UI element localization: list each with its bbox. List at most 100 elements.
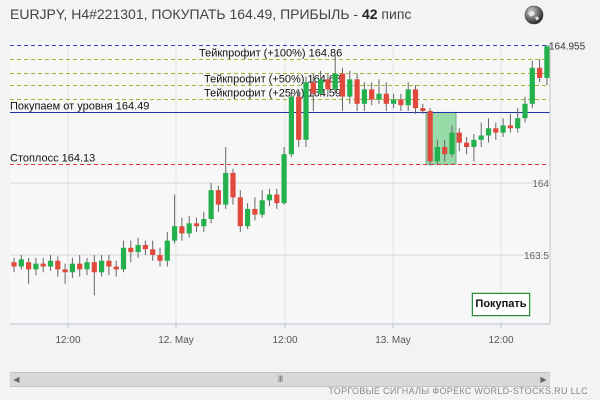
level-label-entry: Покупаем от уровня 164.49 [10, 101, 149, 113]
candle-up [33, 263, 39, 270]
candle-down [106, 260, 112, 267]
footer-credit: ТОРГОВЫЕ СИГНАЛЫ ФОРЕКС WORLD-STOCKS.RU … [328, 386, 588, 396]
candle-up [376, 93, 382, 100]
candle-up [47, 260, 54, 267]
candle-up [245, 208, 251, 227]
candle-up [361, 89, 367, 104]
chart-grid [10, 42, 550, 324]
candle-down [427, 111, 433, 162]
candle-up [259, 200, 265, 215]
candle-down [398, 99, 404, 106]
candle-down [62, 269, 68, 273]
candle-up [99, 260, 105, 273]
candle-down [464, 142, 470, 147]
candle-down [26, 262, 32, 270]
candle-down [493, 128, 499, 133]
candle-up [18, 259, 24, 267]
last-price-label: 164.955 [549, 41, 586, 52]
candle-down [11, 262, 17, 267]
candle-down [383, 93, 389, 104]
candle-up [135, 244, 141, 253]
header-prefix: EURJPY, H4#221301, ПОКУПАТЬ 164.49, ПРИБ… [10, 6, 362, 22]
candle-up [172, 226, 178, 241]
candle-up [500, 125, 506, 133]
candle-up [201, 219, 207, 227]
candle-up [434, 147, 440, 162]
candle-down [354, 79, 360, 104]
candle-up [471, 139, 477, 147]
candle-down [296, 96, 302, 140]
x-tick-label: 12:00 [55, 335, 80, 346]
candle-down [442, 147, 448, 155]
candle-up [529, 67, 535, 104]
x-tick-label: 13. May [375, 335, 411, 346]
candle-down [339, 73, 346, 97]
candle-up [69, 263, 75, 273]
candle-down [91, 262, 97, 273]
buy-button[interactable]: Покупать [472, 293, 530, 316]
candle-up [120, 247, 127, 270]
candle-down [179, 226, 185, 234]
candle-down [456, 132, 462, 143]
candle-up [84, 262, 90, 270]
candles [11, 44, 550, 296]
horizontal-scrollbar[interactable]: ◀ III ▶ [10, 372, 550, 387]
candle-down [507, 125, 513, 129]
candle-down [412, 89, 419, 109]
x-tick-label: 12. May [158, 335, 194, 346]
candle-down [420, 108, 426, 111]
level-label-tp100: Тейкпрофит (+100%) 164.86 [199, 48, 342, 60]
candle-down [369, 89, 375, 100]
arrow-right-icon[interactable]: ▶ [540, 375, 547, 384]
header-suffix: пипс [377, 6, 412, 22]
candle-down [128, 247, 134, 253]
candle-up [522, 103, 528, 119]
candle-down [325, 79, 331, 90]
y-tick-label: 163.5 [524, 251, 549, 262]
candle-up [223, 172, 229, 205]
candle-down [274, 194, 280, 204]
candle-up [332, 73, 338, 90]
globe-icon[interactable] [524, 5, 544, 25]
candle-down [193, 223, 200, 227]
y-tick-label: 164 [532, 179, 549, 190]
candle-down [55, 260, 61, 270]
candle-up [478, 135, 484, 140]
candle-up [449, 132, 455, 155]
x-tick-label: 12:00 [488, 335, 513, 346]
candle-down [113, 266, 119, 270]
candle-up [208, 190, 214, 219]
candle-down [537, 67, 543, 78]
candle-down [142, 244, 148, 250]
candle-down [77, 263, 83, 270]
candle-up [515, 118, 521, 129]
candle-down [150, 249, 156, 255]
candle-up [281, 154, 287, 204]
arrow-left-icon[interactable]: ◀ [13, 375, 20, 384]
candle-up [266, 194, 273, 201]
candle-up [288, 96, 294, 155]
chart-axes: 164 163.5 12:00 12. May 12:00 13. May 12:00 164… [10, 41, 586, 346]
candle-up [318, 79, 324, 94]
x-tick-label: 12:00 [272, 335, 297, 346]
candle-up [485, 128, 492, 136]
candle-down [230, 172, 236, 198]
candle-up [391, 99, 397, 104]
candle-up [303, 82, 309, 140]
candle-down [40, 263, 46, 267]
candle-up [164, 240, 170, 261]
candle-up [347, 79, 353, 97]
candle-down [252, 208, 258, 215]
candle-down [310, 82, 316, 94]
candle-up [186, 223, 192, 234]
scrollbar-thumb[interactable]: III [277, 374, 284, 384]
level-label-stoploss: Стоплосс 164.13 [10, 153, 95, 165]
candle-up [544, 46, 550, 78]
candle-down [215, 190, 221, 205]
candle-down [157, 255, 163, 261]
signal-header: EURJPY, H4#221301, ПОКУПАТЬ 164.49, ПРИБ… [10, 6, 411, 22]
header-pips: 42 [361, 6, 378, 22]
candle-up [405, 89, 411, 106]
candle-down [237, 197, 243, 227]
